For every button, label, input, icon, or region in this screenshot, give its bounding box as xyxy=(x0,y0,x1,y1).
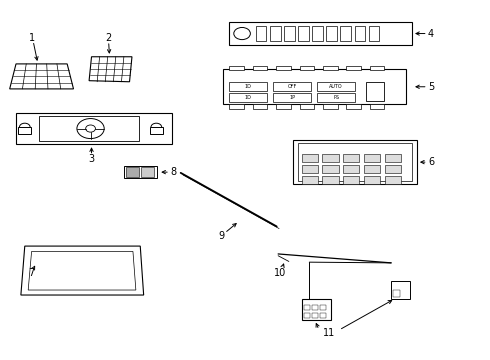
Bar xyxy=(124,166,157,178)
Text: PS: PS xyxy=(333,95,339,100)
Text: 2: 2 xyxy=(105,33,112,43)
Bar xyxy=(317,82,355,91)
Bar xyxy=(312,26,323,41)
Bar xyxy=(312,305,318,310)
Bar xyxy=(323,104,338,109)
Bar xyxy=(369,26,379,41)
Text: 7: 7 xyxy=(28,268,35,278)
Bar xyxy=(298,26,309,41)
Bar xyxy=(297,143,412,181)
Bar xyxy=(299,104,314,109)
Bar xyxy=(276,66,291,70)
Bar xyxy=(370,66,384,70)
Bar xyxy=(385,165,401,173)
Bar xyxy=(392,290,400,297)
Bar xyxy=(385,176,401,184)
Text: 1: 1 xyxy=(28,33,35,43)
Bar xyxy=(229,93,268,102)
Bar xyxy=(355,26,366,41)
Bar xyxy=(322,176,339,184)
Bar xyxy=(317,93,355,102)
Text: 11: 11 xyxy=(323,328,335,338)
Text: 6: 6 xyxy=(428,157,434,167)
Text: 3: 3 xyxy=(89,154,95,163)
Bar xyxy=(322,165,339,173)
Text: 9: 9 xyxy=(219,231,225,241)
Bar xyxy=(346,66,361,70)
Bar xyxy=(270,26,281,41)
Bar xyxy=(16,113,172,144)
Bar xyxy=(323,66,338,70)
Bar xyxy=(273,93,311,102)
Bar xyxy=(304,313,310,318)
Bar xyxy=(320,313,326,318)
Bar xyxy=(326,26,337,41)
Bar xyxy=(223,69,406,104)
Text: 8: 8 xyxy=(171,167,176,177)
Bar xyxy=(229,22,412,45)
Bar xyxy=(365,165,380,173)
Bar xyxy=(229,104,244,109)
Bar xyxy=(370,104,384,109)
Bar xyxy=(304,305,310,310)
Bar xyxy=(343,165,360,173)
Bar xyxy=(256,26,267,41)
Bar xyxy=(150,127,163,134)
Bar xyxy=(284,26,294,41)
Bar xyxy=(302,299,331,320)
Bar xyxy=(141,167,154,177)
Text: 1D: 1D xyxy=(245,84,252,89)
Text: OFF: OFF xyxy=(288,84,297,89)
Bar xyxy=(346,104,361,109)
Text: 10: 10 xyxy=(274,268,286,278)
Text: 4: 4 xyxy=(428,28,434,39)
Bar xyxy=(19,127,31,134)
Text: 1P: 1P xyxy=(289,95,295,100)
Bar xyxy=(343,176,360,184)
Bar xyxy=(276,104,291,109)
Bar xyxy=(341,26,351,41)
Bar xyxy=(320,305,326,310)
Bar xyxy=(312,313,318,318)
Bar xyxy=(39,116,139,141)
Bar xyxy=(301,165,318,173)
Bar xyxy=(253,66,268,70)
Text: 1D: 1D xyxy=(245,95,252,100)
Bar xyxy=(299,66,314,70)
Bar xyxy=(385,154,401,162)
Bar xyxy=(322,154,339,162)
Bar xyxy=(229,82,268,91)
Bar xyxy=(125,167,139,177)
Bar xyxy=(301,154,318,162)
Bar xyxy=(253,104,268,109)
Bar xyxy=(391,282,410,298)
Bar xyxy=(293,140,417,184)
Bar xyxy=(229,66,244,70)
Text: AUTO: AUTO xyxy=(329,84,343,89)
Bar xyxy=(343,154,360,162)
Bar xyxy=(365,176,380,184)
Bar xyxy=(301,176,318,184)
Bar xyxy=(273,82,311,91)
Text: 5: 5 xyxy=(428,82,434,92)
Bar xyxy=(366,82,384,101)
Bar xyxy=(365,154,380,162)
